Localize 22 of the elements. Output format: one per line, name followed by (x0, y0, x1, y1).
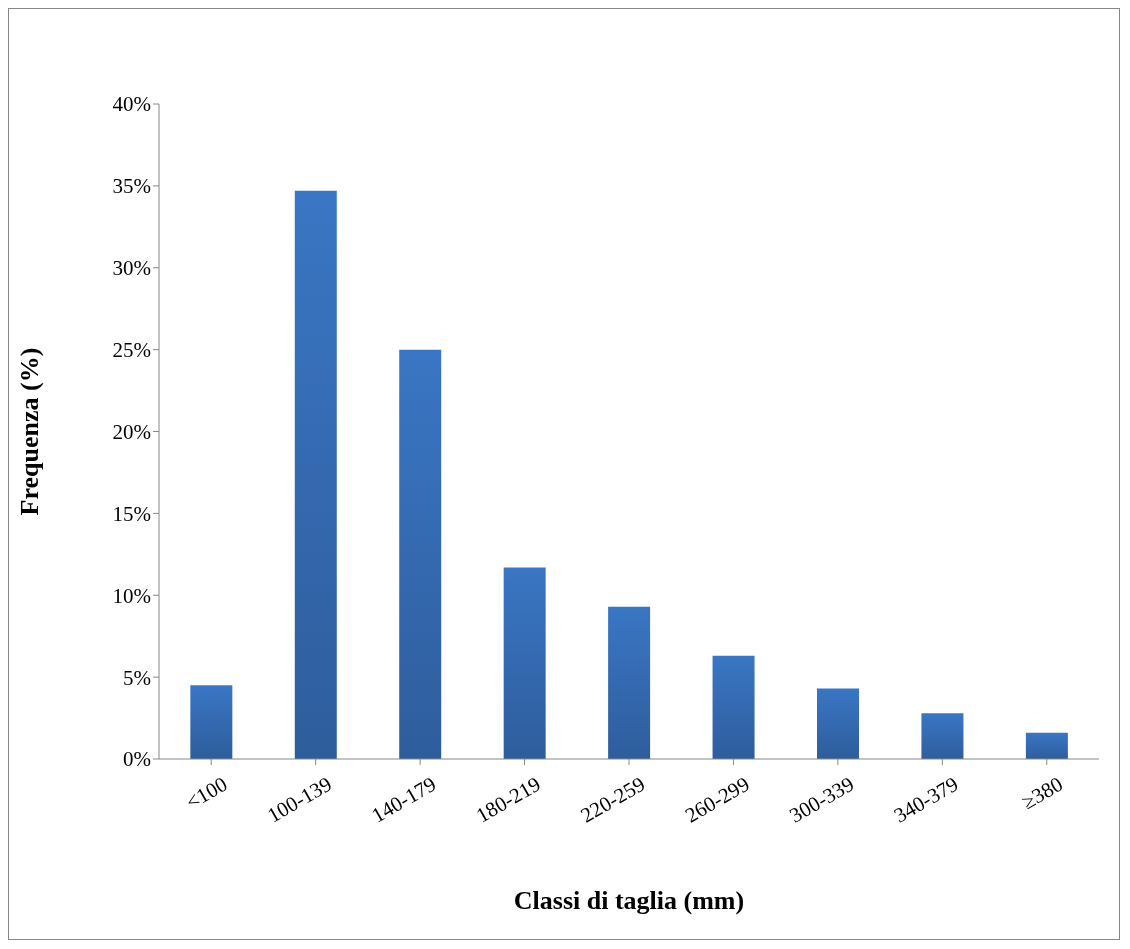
bar (608, 606, 651, 759)
y-tick-label: 35% (112, 174, 151, 199)
x-axis-title: Classi di taglia (mm) (513, 886, 745, 915)
y-tick-label: 15% (112, 501, 151, 526)
bar (921, 713, 964, 759)
bar (399, 349, 442, 759)
y-axis-title: Frequenza (%) (15, 347, 45, 516)
y-tick-label: 30% (112, 256, 151, 281)
y-tick-label: 10% (112, 583, 151, 608)
bar (712, 655, 755, 759)
bar (503, 567, 546, 759)
bar (190, 685, 233, 759)
y-tick-label: 0% (123, 747, 151, 772)
y-tick-label: 5% (123, 665, 151, 690)
y-tick-label: 20% (112, 419, 151, 444)
x-tick-label: <100 (181, 771, 232, 815)
bar (294, 190, 337, 759)
y-tick-label: 25% (112, 338, 151, 363)
y-tick-label: 40% (112, 92, 151, 117)
bar (1025, 732, 1068, 759)
bar (817, 688, 859, 759)
x-tick-label: ≥380 (1017, 771, 1067, 815)
